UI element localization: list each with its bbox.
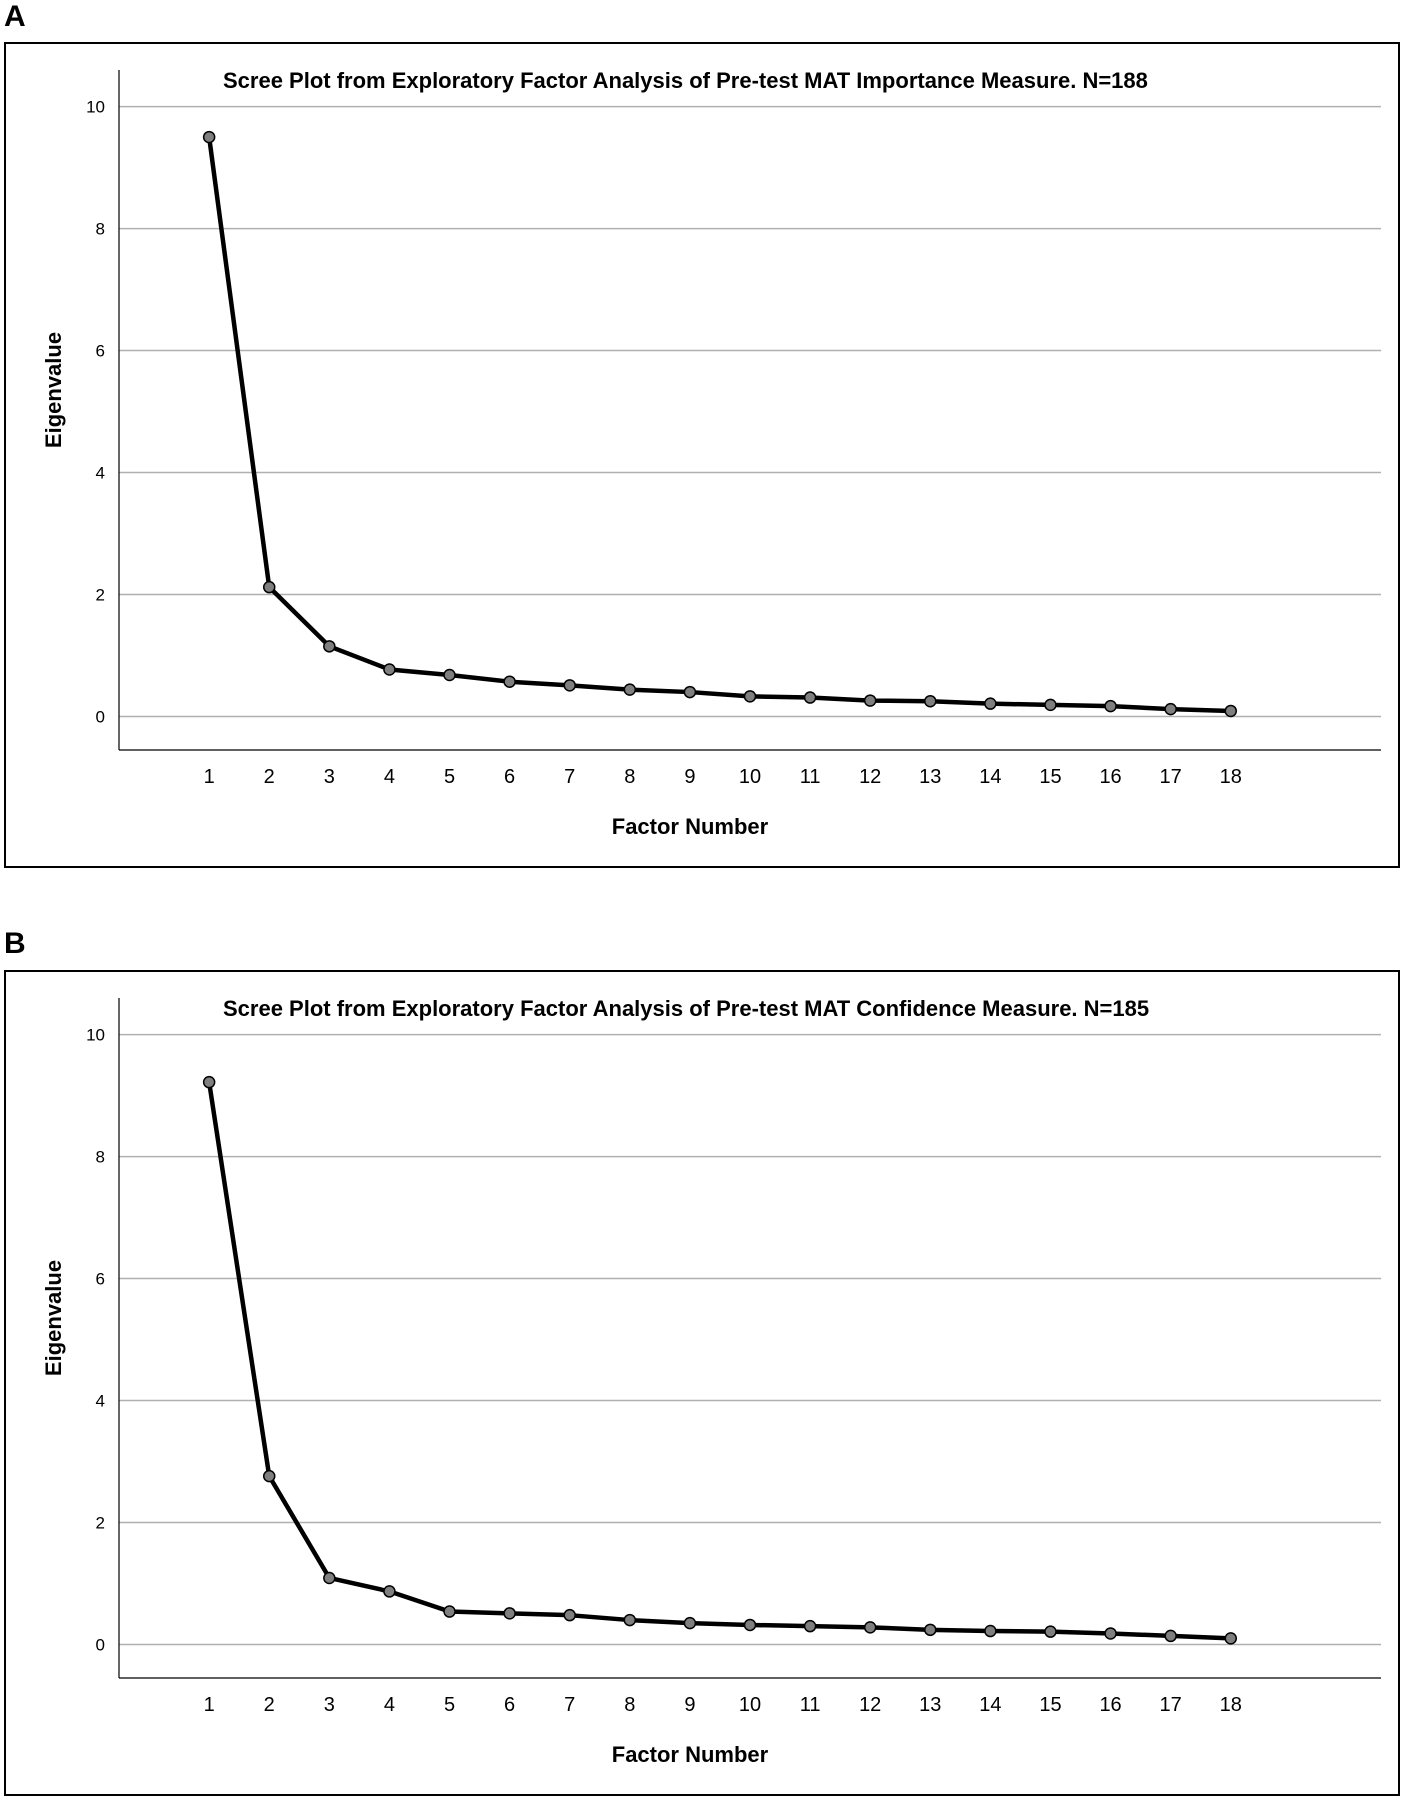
data-point bbox=[743, 1618, 757, 1632]
chart-panel-b: Scree Plot from Exploratory Factor Analy… bbox=[4, 970, 1400, 1796]
data-point bbox=[1164, 1629, 1177, 1643]
y-tick-label: 0 bbox=[96, 1635, 105, 1654]
x-tick-label: 16 bbox=[1099, 766, 1121, 788]
chart-title: Scree Plot from Exploratory Factor Analy… bbox=[223, 68, 1148, 93]
x-tick-label: 2 bbox=[264, 766, 275, 788]
y-tick-label: 8 bbox=[96, 1148, 105, 1167]
data-point bbox=[803, 1619, 817, 1633]
data-point bbox=[803, 691, 817, 704]
data-point bbox=[443, 668, 456, 682]
y-tick-label: 6 bbox=[96, 342, 105, 361]
x-tick-label: 1 bbox=[204, 1694, 215, 1716]
y-tick-label: 2 bbox=[96, 1513, 105, 1532]
data-point bbox=[503, 675, 516, 688]
y-axis-label: Eigenvalue bbox=[41, 332, 66, 448]
data-point bbox=[323, 1571, 336, 1585]
y-tick-label: 4 bbox=[96, 1392, 105, 1411]
x-tick-label: 5 bbox=[444, 766, 455, 788]
data-point bbox=[1104, 699, 1117, 713]
x-tick-label: 4 bbox=[384, 1694, 395, 1716]
data-point bbox=[743, 690, 757, 703]
x-tick-label: 1 bbox=[204, 766, 215, 788]
x-tick-label: 12 bbox=[859, 766, 881, 788]
chart-title: Scree Plot from Exploratory Factor Analy… bbox=[223, 996, 1149, 1021]
y-tick-label: 10 bbox=[86, 1026, 105, 1045]
x-tick-label: 14 bbox=[979, 766, 1001, 788]
x-tick-label: 17 bbox=[1160, 766, 1182, 788]
y-axis-label: Eigenvalue bbox=[41, 1260, 66, 1376]
x-tick-label: 9 bbox=[684, 1694, 695, 1716]
data-point bbox=[683, 685, 697, 699]
data-point bbox=[262, 580, 276, 594]
x-axis-label: Factor Number bbox=[612, 814, 769, 839]
data-point bbox=[924, 694, 937, 708]
x-tick-label: 13 bbox=[919, 766, 941, 788]
data-point bbox=[323, 640, 336, 653]
y-tick-label: 4 bbox=[96, 464, 105, 483]
data-point bbox=[924, 1623, 937, 1637]
data-point bbox=[563, 1608, 576, 1622]
series-line bbox=[206, 136, 1231, 714]
x-tick-label: 15 bbox=[1039, 1694, 1061, 1716]
x-tick-label: 13 bbox=[919, 1694, 941, 1716]
data-point bbox=[1224, 704, 1238, 718]
scree-plot-b: Scree Plot from Exploratory Factor Analy… bbox=[41, 996, 1381, 1767]
data-point bbox=[1224, 1632, 1238, 1645]
x-tick-label: 8 bbox=[624, 1694, 635, 1716]
x-tick-label: 18 bbox=[1220, 766, 1242, 788]
x-tick-label: 10 bbox=[739, 1694, 761, 1716]
data-point bbox=[984, 1624, 997, 1638]
data-point bbox=[863, 694, 877, 707]
data-point bbox=[623, 1613, 637, 1627]
y-tick-label: 2 bbox=[96, 585, 105, 604]
y-tick-label: 8 bbox=[96, 220, 105, 239]
x-axis-label: Factor Number bbox=[612, 1742, 769, 1767]
series-line bbox=[206, 1081, 1231, 1641]
y-tick-label: 6 bbox=[96, 1270, 105, 1289]
data-point bbox=[1164, 702, 1177, 716]
data-point bbox=[984, 697, 997, 710]
x-tick-label: 6 bbox=[504, 766, 515, 788]
x-tick-label: 12 bbox=[859, 1694, 881, 1716]
x-tick-label: 3 bbox=[324, 1694, 335, 1716]
data-point bbox=[262, 1469, 276, 1483]
data-point bbox=[202, 1075, 216, 1089]
data-point bbox=[443, 1605, 456, 1618]
x-tick-label: 7 bbox=[564, 766, 575, 788]
x-tick-label: 4 bbox=[384, 766, 395, 788]
x-tick-label: 17 bbox=[1160, 1694, 1182, 1716]
x-tick-label: 3 bbox=[324, 766, 335, 788]
data-point bbox=[1044, 1625, 1057, 1638]
data-point bbox=[383, 1585, 396, 1598]
x-tick-label: 5 bbox=[444, 1694, 455, 1716]
data-point bbox=[683, 1616, 697, 1630]
x-tick-label: 14 bbox=[979, 1694, 1001, 1716]
data-point bbox=[1044, 698, 1057, 712]
data-point bbox=[623, 683, 637, 696]
x-tick-label: 8 bbox=[624, 766, 635, 788]
x-tick-label: 18 bbox=[1220, 1694, 1242, 1716]
data-point bbox=[863, 1621, 877, 1634]
x-tick-label: 16 bbox=[1099, 1694, 1121, 1716]
scree-plot-a: Scree Plot from Exploratory Factor Analy… bbox=[41, 68, 1381, 839]
x-tick-label: 11 bbox=[800, 1694, 821, 1716]
y-tick-label: 10 bbox=[86, 98, 105, 117]
data-point bbox=[383, 663, 396, 676]
x-tick-label: 2 bbox=[264, 1694, 275, 1716]
x-tick-label: 10 bbox=[739, 766, 761, 788]
x-tick-label: 9 bbox=[684, 766, 695, 788]
x-tick-label: 6 bbox=[504, 1694, 515, 1716]
y-tick-label: 0 bbox=[96, 707, 105, 726]
data-point bbox=[202, 130, 216, 144]
data-point bbox=[563, 679, 576, 692]
panel-letter-a: A bbox=[4, 0, 26, 33]
data-point bbox=[1104, 1627, 1117, 1640]
x-tick-label: 15 bbox=[1039, 766, 1061, 788]
chart-panel-a: Scree Plot from Exploratory Factor Analy… bbox=[4, 42, 1400, 868]
x-tick-label: 7 bbox=[564, 1694, 575, 1716]
x-tick-label: 11 bbox=[800, 766, 821, 788]
panel-letter-b: B bbox=[4, 927, 26, 960]
data-point bbox=[503, 1607, 516, 1620]
